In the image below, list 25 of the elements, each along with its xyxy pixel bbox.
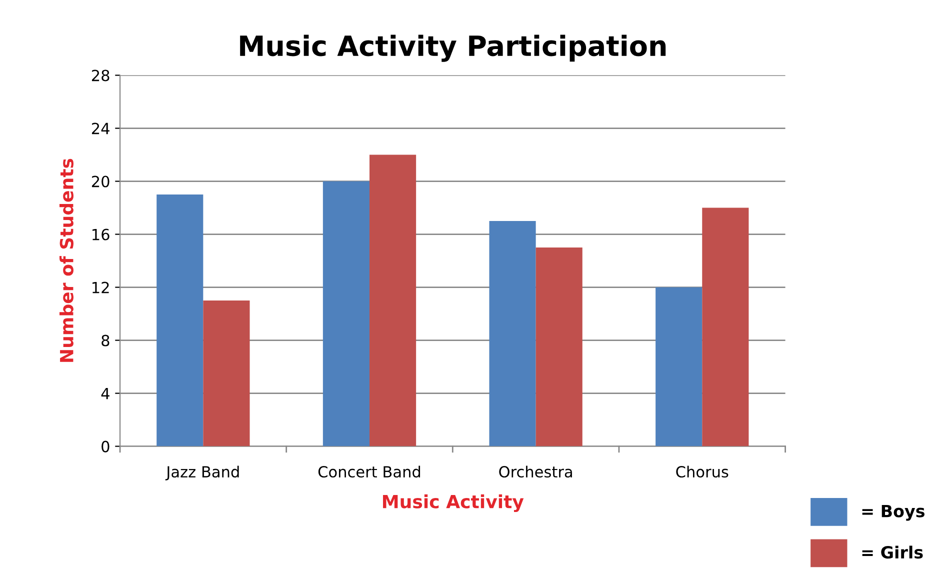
y-tick-label: 16 <box>92 228 110 240</box>
y-tick-label: 20 <box>92 176 110 188</box>
x-axis-title: Music Activity <box>383 494 524 512</box>
bar <box>322 181 370 446</box>
x-tick-label: Orchestra <box>499 466 572 478</box>
y-tick-label: 8 <box>102 334 110 346</box>
y-tick-label: 12 <box>92 282 109 294</box>
x-tick-label: Concert Band <box>318 466 420 478</box>
y-tick-label: 0 <box>102 440 110 452</box>
bar <box>369 154 416 446</box>
chart-title: Music Activity Participation <box>240 34 666 62</box>
x-tick-label: Chorus <box>676 466 728 478</box>
bar <box>702 208 749 446</box>
bar <box>156 194 204 446</box>
y-tick-label: 4 <box>101 388 110 400</box>
bar <box>656 287 702 446</box>
legend-label: = Girls <box>862 546 923 559</box>
y-tick-label: 24 <box>92 122 110 134</box>
bar <box>489 221 536 446</box>
y-tick-label: 28 <box>92 70 110 82</box>
x-tick-label: Jazz Band <box>165 466 239 480</box>
bar <box>536 248 582 446</box>
legend-label: = Boys <box>862 504 924 521</box>
bar <box>203 300 250 446</box>
y-axis-title: Number of Students <box>59 158 74 362</box>
